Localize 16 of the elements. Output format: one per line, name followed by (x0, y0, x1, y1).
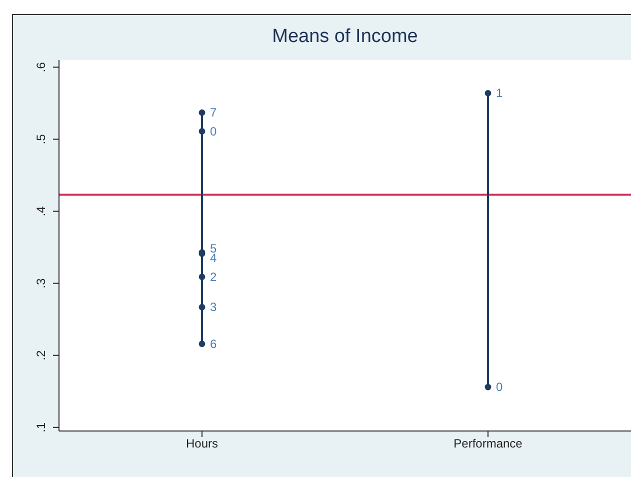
chart-title: Means of Income (271, 26, 419, 48)
x-tick-label: Hours (186, 436, 218, 451)
x-tick-label: Performance (454, 436, 523, 451)
y-tick-label: .6 (34, 62, 48, 72)
annotation: 3 (210, 300, 217, 314)
y-tick-label: .2 (34, 350, 48, 360)
annotation: 0 (496, 380, 503, 394)
annotation: 6 (210, 336, 217, 351)
y-tick-label: .1 (34, 422, 48, 432)
annotation: 0 (210, 124, 217, 138)
y-tick-label: .3 (34, 278, 48, 288)
annotation: 1 (496, 86, 503, 100)
y-tick-label: .4 (34, 206, 48, 216)
annotation: 2 (210, 270, 217, 284)
y-tick-label: .5 (34, 134, 48, 144)
annotation: 7 (210, 106, 217, 120)
